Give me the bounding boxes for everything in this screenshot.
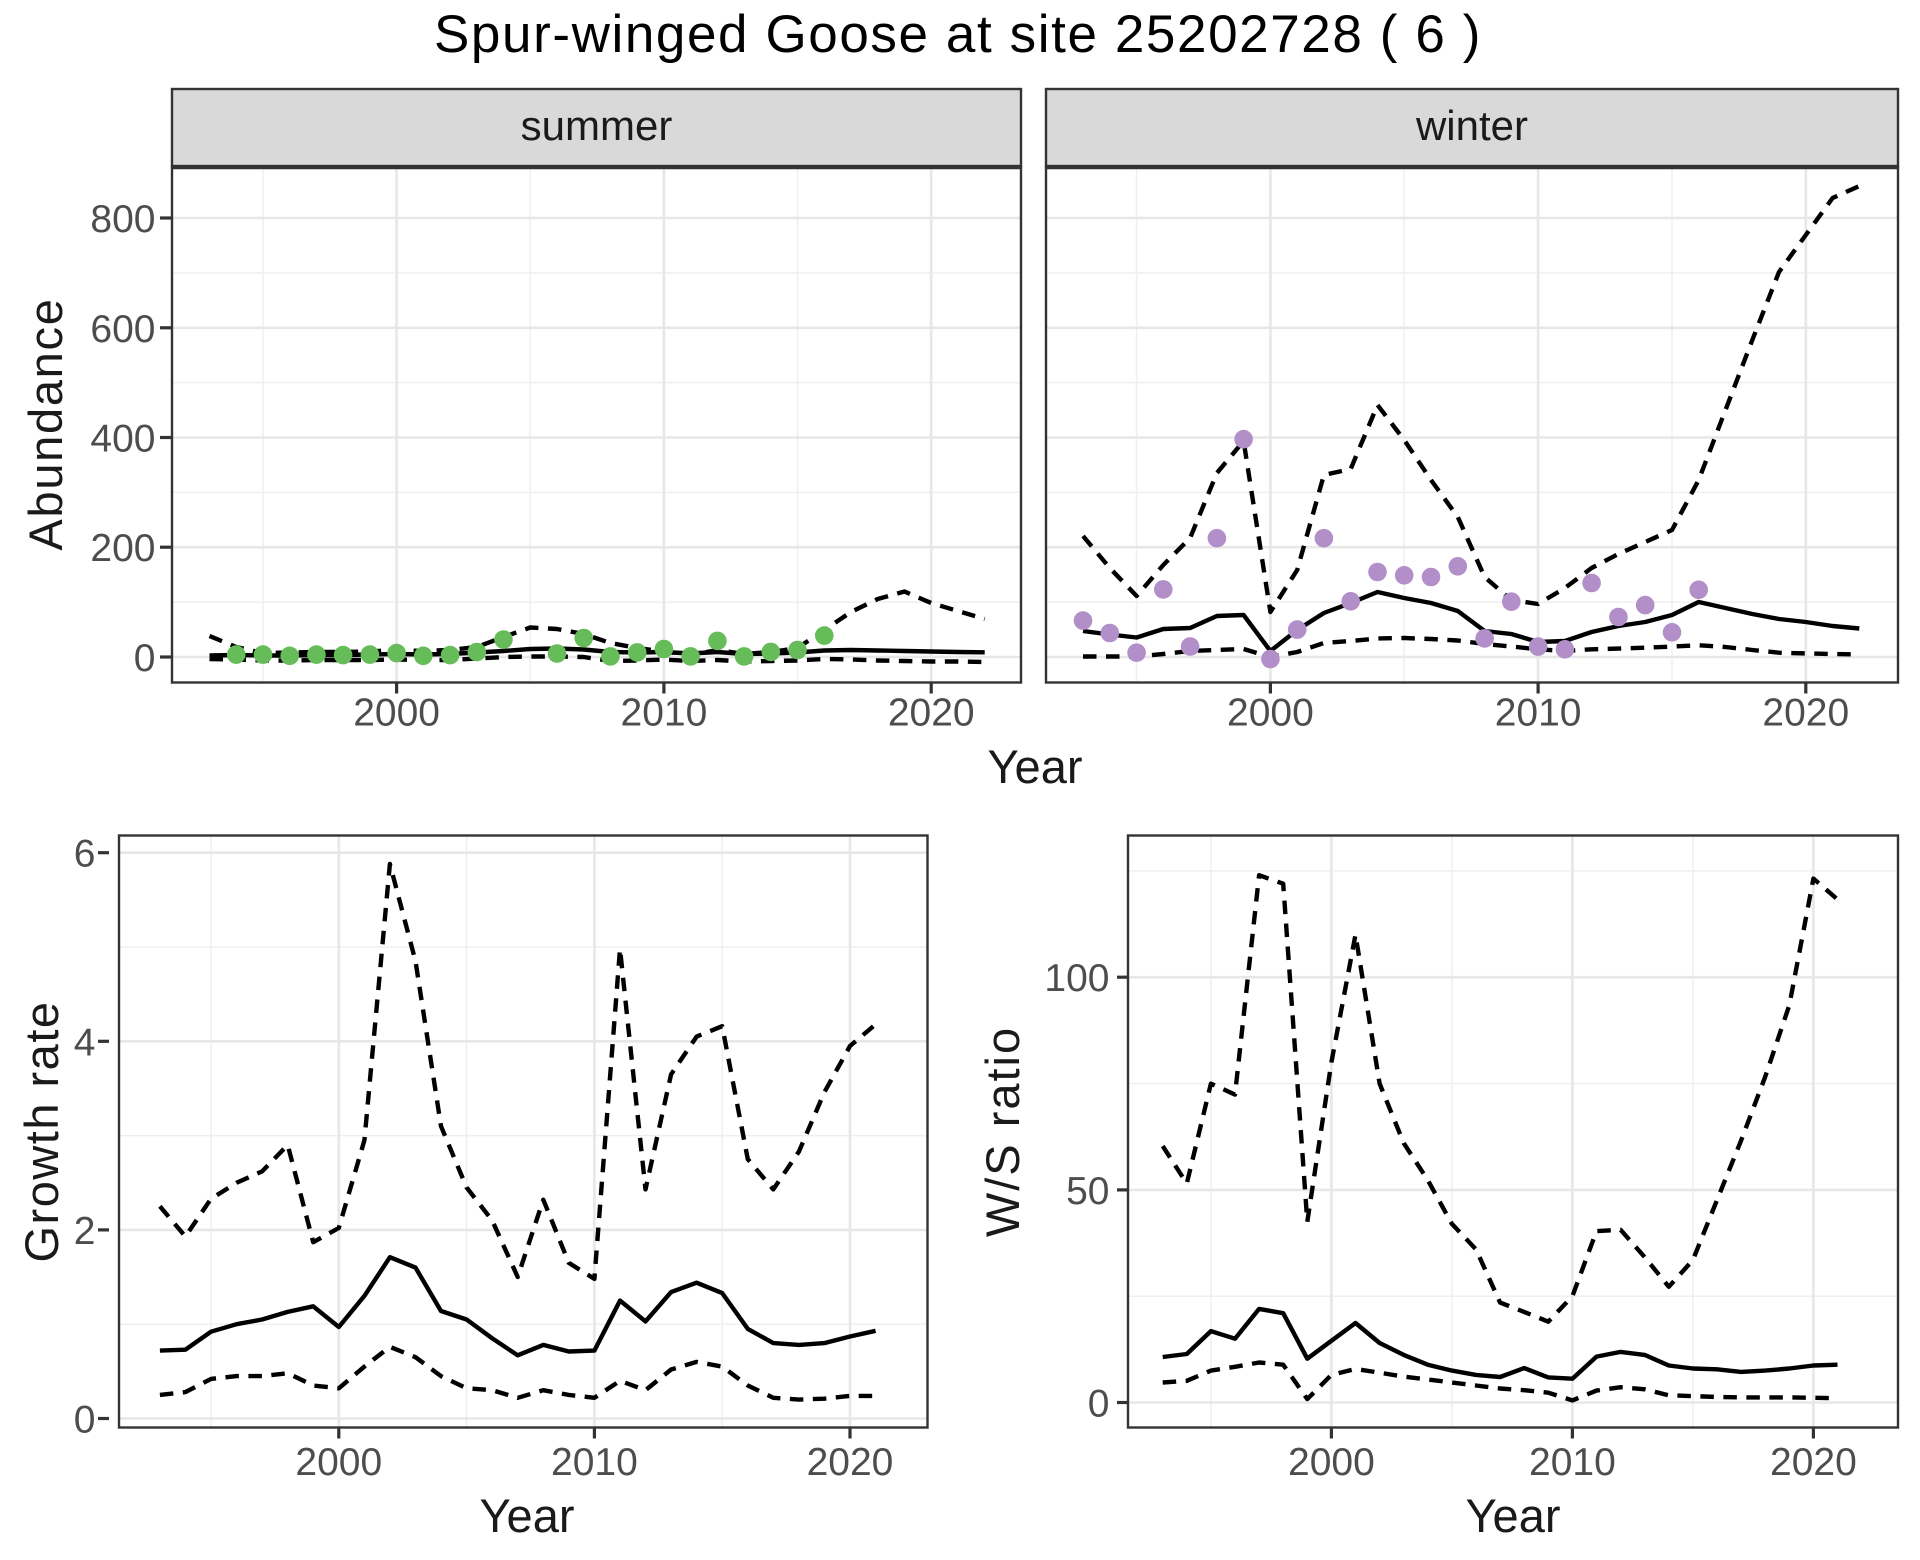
svg-text:50: 50 (1066, 1170, 1109, 1213)
svg-text:Year: Year (480, 1489, 575, 1542)
svg-text:2020: 2020 (888, 692, 975, 735)
svg-text:2000: 2000 (1227, 692, 1314, 735)
svg-text:2000: 2000 (353, 692, 440, 735)
svg-text:2020: 2020 (1770, 1441, 1857, 1484)
svg-text:400: 400 (90, 418, 155, 461)
svg-text:600: 600 (90, 308, 155, 351)
svg-text:2000: 2000 (1288, 1441, 1375, 1484)
svg-text:Year: Year (988, 740, 1083, 793)
svg-text:summer: summer (521, 102, 673, 149)
svg-text:200: 200 (90, 527, 155, 570)
svg-text:Year: Year (1466, 1489, 1561, 1542)
svg-text:Growth rate: Growth rate (15, 1000, 68, 1262)
svg-text:2020: 2020 (807, 1441, 894, 1484)
svg-text:2010: 2010 (621, 692, 708, 735)
svg-text:2010: 2010 (1495, 692, 1582, 735)
svg-text:Abundance: Abundance (19, 297, 72, 550)
svg-text:Spur-winged Goose at site 2520: Spur-winged Goose at site 25202728 ( 6 ) (434, 5, 1482, 64)
svg-text:2: 2 (74, 1210, 96, 1253)
svg-text:0: 0 (1088, 1383, 1110, 1426)
svg-text:2010: 2010 (551, 1441, 638, 1484)
svg-text:6: 6 (74, 833, 96, 876)
svg-text:2000: 2000 (295, 1441, 382, 1484)
svg-text:W/S ratio: W/S ratio (976, 1026, 1029, 1237)
svg-text:0: 0 (134, 637, 156, 680)
svg-text:0: 0 (74, 1399, 96, 1442)
svg-text:2010: 2010 (1529, 1441, 1616, 1484)
svg-text:100: 100 (1044, 957, 1109, 1000)
svg-text:winter: winter (1415, 102, 1528, 149)
svg-text:800: 800 (90, 198, 155, 241)
svg-text:4: 4 (74, 1021, 96, 1064)
svg-text:2020: 2020 (1762, 692, 1849, 735)
